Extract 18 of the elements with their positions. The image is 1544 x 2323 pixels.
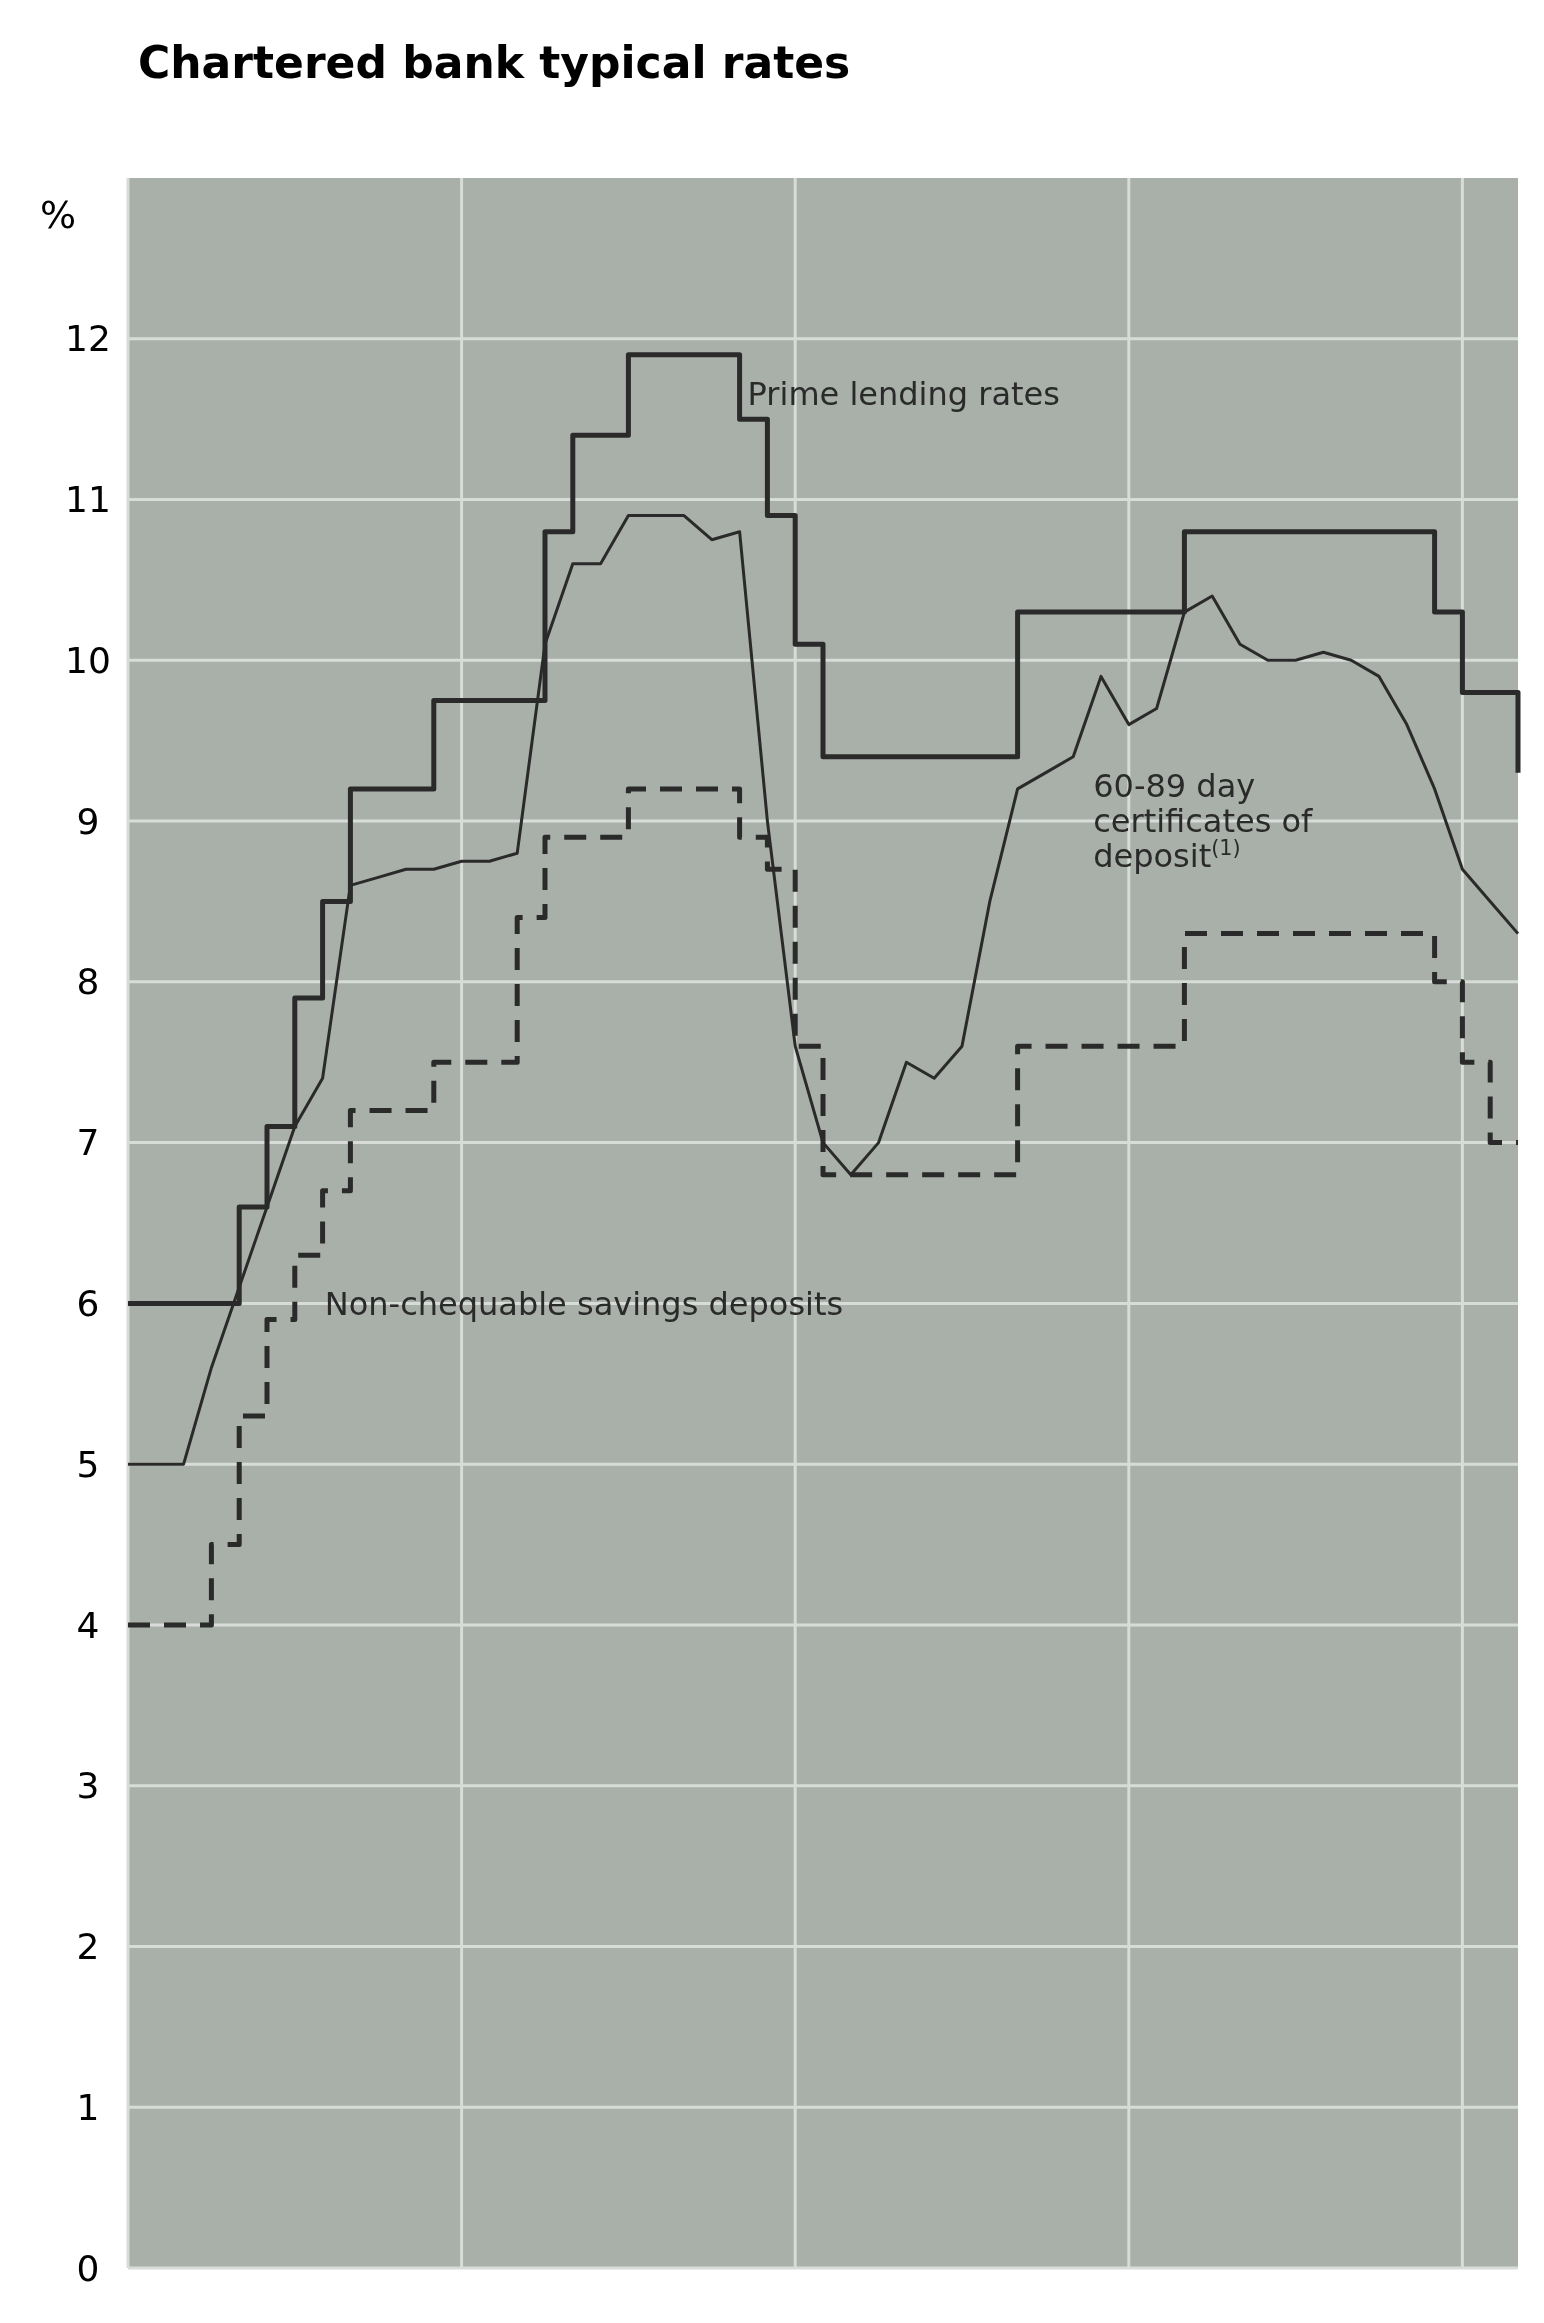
series-label: Non-chequable savings deposits: [324, 1285, 844, 1324]
y-tick-label: 12: [65, 318, 111, 360]
y-tick-label: 1: [76, 2086, 100, 2128]
y-axis-title: %: [39, 193, 77, 237]
y-tick-label: 11: [65, 479, 111, 521]
y-tick-label: 10: [65, 639, 111, 681]
y-tick-label: 7: [76, 1122, 100, 1164]
y-tick-label: 8: [76, 961, 100, 1003]
y-tick-label: 5: [76, 1443, 100, 1485]
y-tick-label: 6: [76, 1282, 100, 1324]
y-tick-label: 9: [76, 800, 100, 842]
series-label: 60-89 day certificates of deposit$^{(1)}$: [1093, 766, 1314, 876]
y-tick-label: 0: [76, 2247, 100, 2289]
y-tick-label: 4: [76, 1604, 100, 1646]
y-tick-label: 2: [76, 1926, 100, 1968]
chart-title: Chartered bank typical rates: [138, 37, 851, 88]
y-tick-label: 3: [76, 1765, 100, 1807]
series-label: Prime lending rates: [747, 375, 1060, 414]
